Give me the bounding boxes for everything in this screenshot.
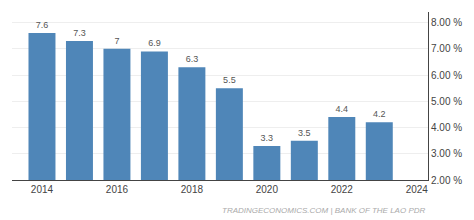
svg-text:2024: 2024 [406, 184, 429, 195]
svg-text:3.00 %: 3.00 % [431, 148, 462, 159]
svg-text:2020: 2020 [256, 184, 279, 195]
svg-text:7.3: 7.3 [73, 28, 86, 38]
svg-text:2014: 2014 [31, 184, 54, 195]
svg-text:3.5: 3.5 [298, 128, 311, 138]
svg-text:7.00 %: 7.00 % [431, 43, 462, 54]
svg-text:TRADINGECONOMICS.COM | BANK OF: TRADINGECONOMICS.COM | BANK OF THE LAO P… [222, 206, 426, 215]
svg-text:2.00 %: 2.00 % [431, 175, 462, 186]
svg-text:3.3: 3.3 [261, 133, 274, 143]
svg-text:6.9: 6.9 [148, 38, 161, 48]
svg-text:2022: 2022 [331, 184, 354, 195]
svg-text:4.4: 4.4 [336, 104, 349, 114]
svg-text:5.5: 5.5 [223, 75, 236, 85]
svg-text:6.3: 6.3 [186, 54, 199, 64]
svg-text:4.00 %: 4.00 % [431, 122, 462, 133]
svg-text:7.6: 7.6 [36, 20, 49, 30]
svg-text:5.00 %: 5.00 % [431, 96, 462, 107]
svg-text:4.2: 4.2 [373, 109, 386, 119]
svg-text:2018: 2018 [181, 184, 204, 195]
svg-text:8.00 %: 8.00 % [431, 17, 462, 28]
svg-text:6.00 %: 6.00 % [431, 70, 462, 81]
svg-text:7: 7 [114, 36, 119, 46]
svg-text:2016: 2016 [106, 184, 129, 195]
